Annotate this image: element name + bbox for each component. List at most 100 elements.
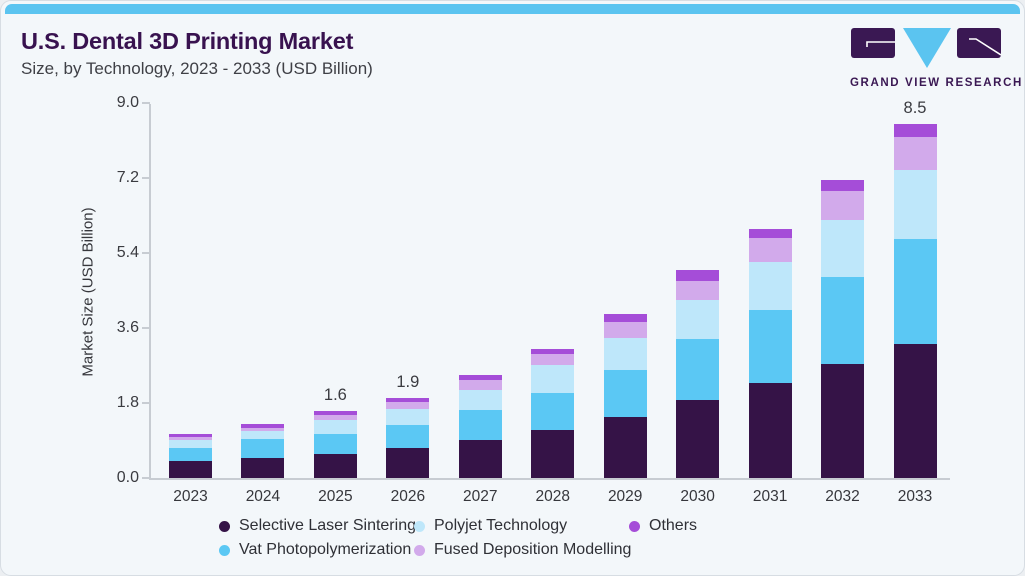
x-axis-label: 2027 bbox=[463, 488, 498, 505]
bar-segment bbox=[386, 408, 430, 425]
y-tick-mark bbox=[142, 251, 150, 254]
bar-segment bbox=[603, 369, 647, 418]
x-axis-label: 2026 bbox=[390, 488, 426, 505]
x-axis-label: 2024 bbox=[245, 488, 281, 505]
x-axis-label: 2023 bbox=[173, 488, 208, 505]
bar-segment bbox=[821, 180, 865, 192]
bar-segment bbox=[603, 417, 647, 478]
bar-segment bbox=[531, 392, 575, 430]
y-tick-label: 9.0 bbox=[116, 93, 139, 111]
gvr-logo-text: GRAND VIEW RESEARCH bbox=[850, 77, 1023, 89]
bar-segment bbox=[241, 427, 285, 431]
y-tick-label: 3.6 bbox=[116, 318, 139, 336]
legend-item: Polyjet Technology bbox=[414, 516, 567, 536]
bar-segment bbox=[531, 353, 575, 366]
bar-segment bbox=[748, 310, 792, 384]
y-tick-mark bbox=[142, 401, 150, 404]
bar-segment bbox=[458, 379, 502, 390]
bar-segment bbox=[821, 364, 865, 478]
bar-segment bbox=[821, 219, 865, 277]
legend-item-label: Fused Deposition Modelling bbox=[434, 541, 632, 558]
y-tick-label: 7.2 bbox=[116, 168, 139, 186]
bar-segment bbox=[676, 270, 720, 282]
bar-segment bbox=[386, 397, 430, 403]
x-axis-label: 2033 bbox=[897, 488, 933, 505]
bar-segment bbox=[748, 261, 792, 311]
bar-segment bbox=[386, 402, 430, 409]
bar-segment bbox=[821, 276, 865, 365]
x-axis-label: 2030 bbox=[680, 488, 715, 505]
bar-segment bbox=[603, 337, 647, 370]
bar-segment bbox=[748, 228, 792, 239]
bar-segment bbox=[169, 447, 212, 462]
bar-segment bbox=[458, 375, 502, 380]
bar-segment bbox=[821, 191, 865, 220]
bar-segment bbox=[169, 440, 212, 448]
y-tick-label: 1.8 bbox=[116, 393, 139, 411]
legend-item: Others bbox=[629, 516, 697, 536]
bar-segment bbox=[676, 281, 720, 301]
page-title: U.S. Dental 3D Printing Market bbox=[21, 28, 354, 54]
x-axis-line bbox=[149, 478, 950, 480]
legend-dot-icon bbox=[629, 520, 640, 532]
gvr-logo-mark-icon bbox=[851, 28, 1002, 68]
legend-dot-icon bbox=[219, 520, 230, 532]
bar-segment bbox=[241, 424, 285, 428]
bar-segment bbox=[169, 437, 212, 441]
bar-segment bbox=[386, 447, 430, 478]
bar-segment bbox=[676, 300, 720, 340]
bar-segment bbox=[748, 383, 792, 478]
bar-segment bbox=[531, 429, 575, 478]
legend-item-label: Vat Photopolymerization bbox=[239, 541, 412, 558]
legend-dot-icon bbox=[414, 544, 425, 556]
bar-segment bbox=[386, 424, 430, 448]
bar-segment bbox=[603, 322, 647, 338]
legend-item: Selective Laser Sintering bbox=[219, 516, 416, 536]
y-tick-mark bbox=[142, 477, 150, 479]
legend-item-label: Selective Laser Sintering bbox=[239, 517, 416, 534]
bar-segment bbox=[893, 136, 937, 171]
bar-segment bbox=[893, 170, 937, 239]
x-axis-label: 2031 bbox=[752, 488, 788, 505]
bar-segment bbox=[893, 123, 937, 137]
y-tick-label: 5.4 bbox=[116, 243, 139, 261]
bar-segment bbox=[313, 453, 357, 478]
bar-segment bbox=[893, 238, 937, 344]
bar-segment bbox=[241, 430, 285, 439]
y-tick-mark bbox=[142, 326, 150, 329]
bar-total-label: 1.9 bbox=[396, 372, 420, 391]
legend-item: Fused Deposition Modelling bbox=[414, 540, 631, 560]
x-axis-label: 2032 bbox=[825, 488, 860, 505]
x-axis-label: 2025 bbox=[318, 488, 353, 505]
legend-dot-icon bbox=[414, 520, 425, 532]
bar-segment bbox=[458, 439, 502, 478]
x-axis-label: 2028 bbox=[535, 488, 570, 505]
y-axis-line bbox=[149, 104, 151, 480]
y-tick-label: 0.0 bbox=[116, 469, 139, 486]
bar-segment bbox=[531, 348, 575, 354]
bar-segment bbox=[893, 343, 937, 478]
bar-segment bbox=[241, 438, 285, 458]
y-tick-mark bbox=[142, 101, 150, 104]
top-accent-bar bbox=[5, 4, 1020, 14]
bar-segment bbox=[676, 400, 720, 478]
x-axis-label: 2029 bbox=[607, 488, 643, 505]
legend-item-label: Others bbox=[649, 517, 698, 534]
bar-segment bbox=[313, 411, 357, 416]
bar-segment bbox=[676, 339, 720, 401]
bar-segment bbox=[169, 461, 212, 478]
bar-segment bbox=[241, 457, 285, 478]
y-tick-mark bbox=[142, 176, 150, 179]
legend-dot-icon bbox=[219, 544, 230, 556]
brand-logo: GRAND VIEW RESEARCH bbox=[850, 26, 1023, 89]
bar-segment bbox=[458, 410, 502, 440]
bar-segment bbox=[169, 434, 212, 438]
y-axis-title: Market Size (USD Billion) bbox=[79, 207, 97, 377]
bar-segment bbox=[748, 238, 792, 262]
legend-item: Vat Photopolymerization bbox=[219, 540, 411, 560]
bar-segment bbox=[531, 365, 575, 393]
bar-total-label: 8.5 bbox=[903, 98, 927, 117]
bar-segment bbox=[313, 420, 357, 435]
bar-segment bbox=[313, 415, 357, 421]
